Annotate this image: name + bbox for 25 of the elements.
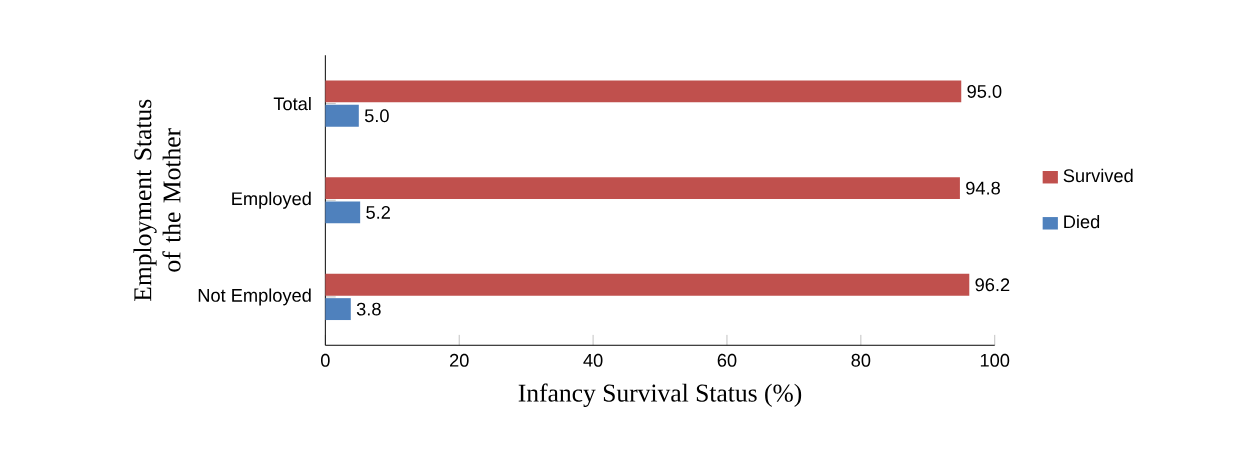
x-tick-label: 0 xyxy=(321,353,330,367)
x-axis-title: Infancy Survival Status (%) xyxy=(518,383,802,407)
x-tick-label: 60 xyxy=(717,353,737,367)
legend-label: Survived xyxy=(1063,168,1133,183)
bar xyxy=(325,298,351,321)
x-tick-label: 100 xyxy=(980,353,1010,367)
bar xyxy=(325,273,970,296)
y-tick-label: Not Employed xyxy=(198,288,311,306)
data-label: 96.2 xyxy=(975,278,1010,292)
y-tick-label: Employed xyxy=(232,191,311,209)
bar xyxy=(325,104,359,127)
data-label: 5.2 xyxy=(366,205,390,219)
bar xyxy=(325,177,960,200)
data-label: 94.8 xyxy=(966,181,1000,195)
data-label: 95.0 xyxy=(967,84,1002,98)
bar xyxy=(325,80,962,103)
bar xyxy=(325,201,361,224)
data-label: 3.8 xyxy=(356,302,381,316)
data-label: 5.0 xyxy=(364,109,389,123)
y-axis-title: Employment Status of the Mother xyxy=(133,99,181,301)
x-tick-label: 40 xyxy=(583,353,603,367)
y-tick-label: Total xyxy=(273,96,311,111)
legend-label: Died xyxy=(1064,214,1100,229)
x-tick-label: 80 xyxy=(851,353,871,367)
x-tick-label: 20 xyxy=(449,353,469,367)
